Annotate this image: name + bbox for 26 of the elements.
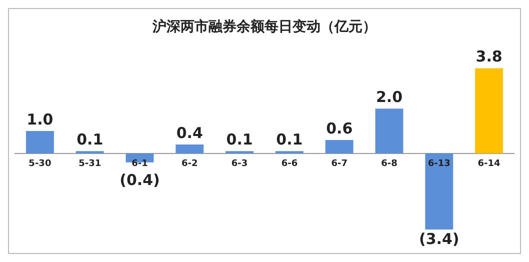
bar [26, 131, 54, 154]
data-label: (3.4) [419, 230, 460, 248]
data-label: 3.8 [476, 48, 502, 66]
bar [375, 108, 404, 154]
data-label: 0.6 [326, 119, 353, 138]
x-tick-label: 6-2 [182, 159, 198, 170]
x-tick-label: 5-31 [78, 159, 102, 170]
x-tick-label: 6-3 [231, 159, 248, 170]
data-label: 1.0 [26, 110, 54, 128]
x-tick-label: 6-7 [331, 159, 348, 170]
data-label: (0.4) [120, 170, 160, 189]
bar [425, 153, 454, 230]
chart-title: 沪深两市融券余额每日变动（亿元） [152, 18, 376, 36]
bar [475, 68, 504, 154]
data-label: 0.4 [176, 124, 203, 142]
x-tick-label: 6-6 [281, 159, 298, 170]
bar [325, 140, 354, 154]
data-label: 0.1 [226, 130, 253, 149]
bar [176, 144, 204, 154]
data-label: 0.1 [76, 130, 104, 149]
x-tick-label: 6-13 [428, 159, 450, 170]
x-tick-label: 6-8 [381, 159, 398, 170]
data-label: 0.1 [276, 130, 303, 149]
x-tick-label: 5-30 [28, 159, 52, 170]
x-tick-label: 6-14 [478, 159, 500, 170]
data-label: 2.0 [376, 88, 403, 106]
